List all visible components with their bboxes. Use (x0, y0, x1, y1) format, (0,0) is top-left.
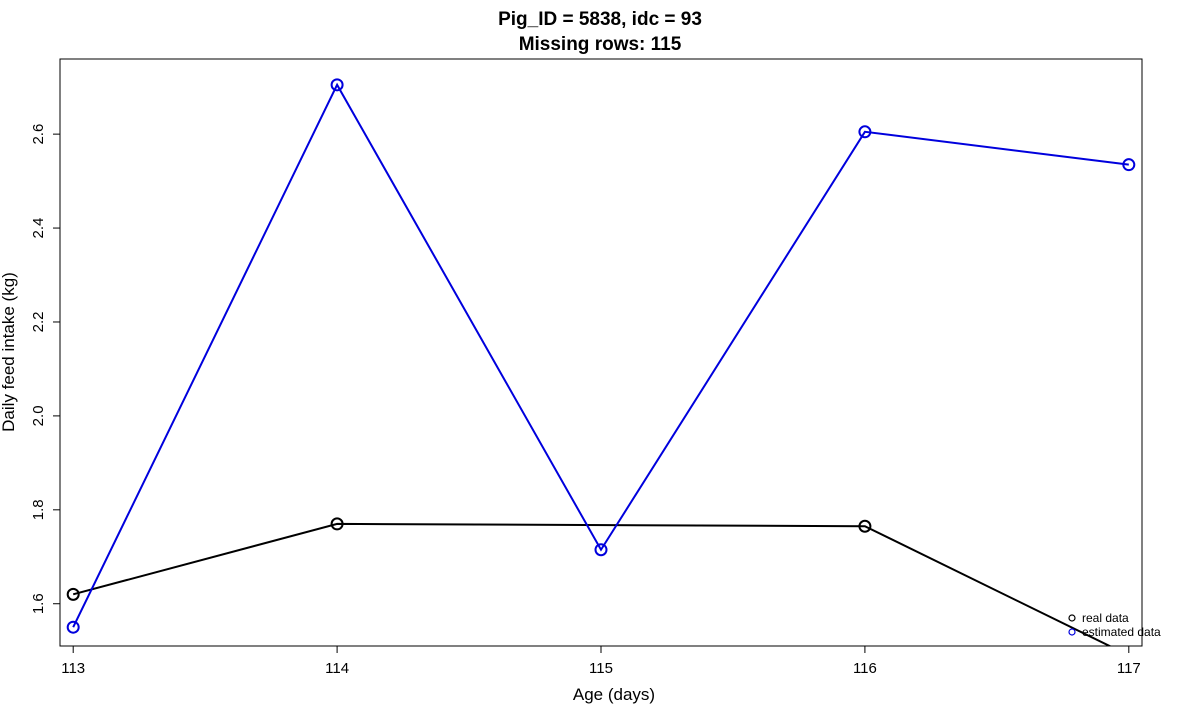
series-point-1 (594, 543, 608, 557)
series-line-1 (72, 82, 1129, 628)
y-tick-label: 2.4 (30, 218, 47, 239)
y-tick-label: 1.6 (30, 593, 47, 614)
series-point-1 (66, 620, 80, 634)
y-tick-label: 2.6 (30, 124, 47, 145)
series-point-1 (858, 125, 872, 139)
legend-marker (1068, 614, 1076, 622)
y-tick-label: 2.2 (30, 312, 47, 333)
chart-title: Pig_ID = 5838, idc = 93 (498, 9, 702, 30)
series-point-0 (66, 587, 80, 601)
legend-label: real data (1082, 611, 1129, 625)
chart-subtitle: Missing rows: 115 (519, 34, 682, 55)
legend-label: estimated data (1082, 625, 1161, 639)
y-axis-label: Daily feed intake (kg) (0, 272, 18, 432)
legend-marker (1068, 628, 1076, 636)
x-axis-label: Age (days) (573, 685, 655, 704)
series-point-1 (1122, 158, 1136, 172)
series-point-0 (330, 517, 344, 531)
series-line-0 (72, 522, 1112, 646)
plot-area: 113 114 115 116 117 1.6 1.8 2.0 2.2 2.4 2.6 (30, 58, 1143, 677)
x-tick-label: 115 (589, 660, 613, 677)
y-tick-label: 2.0 (30, 405, 47, 426)
series-point-0 (858, 519, 872, 533)
series-layer (66, 78, 1136, 646)
x-tick-label: 117 (1117, 660, 1141, 677)
y-tick-label: 1.8 (30, 499, 47, 520)
x-tick-label: 116 (853, 660, 877, 677)
x-tick-label: 114 (325, 660, 349, 677)
series-point-1 (330, 78, 344, 92)
x-tick-label: 113 (61, 660, 85, 677)
